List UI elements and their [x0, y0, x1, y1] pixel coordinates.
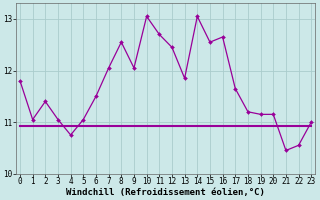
X-axis label: Windchill (Refroidissement éolien,°C): Windchill (Refroidissement éolien,°C) [66, 188, 265, 197]
